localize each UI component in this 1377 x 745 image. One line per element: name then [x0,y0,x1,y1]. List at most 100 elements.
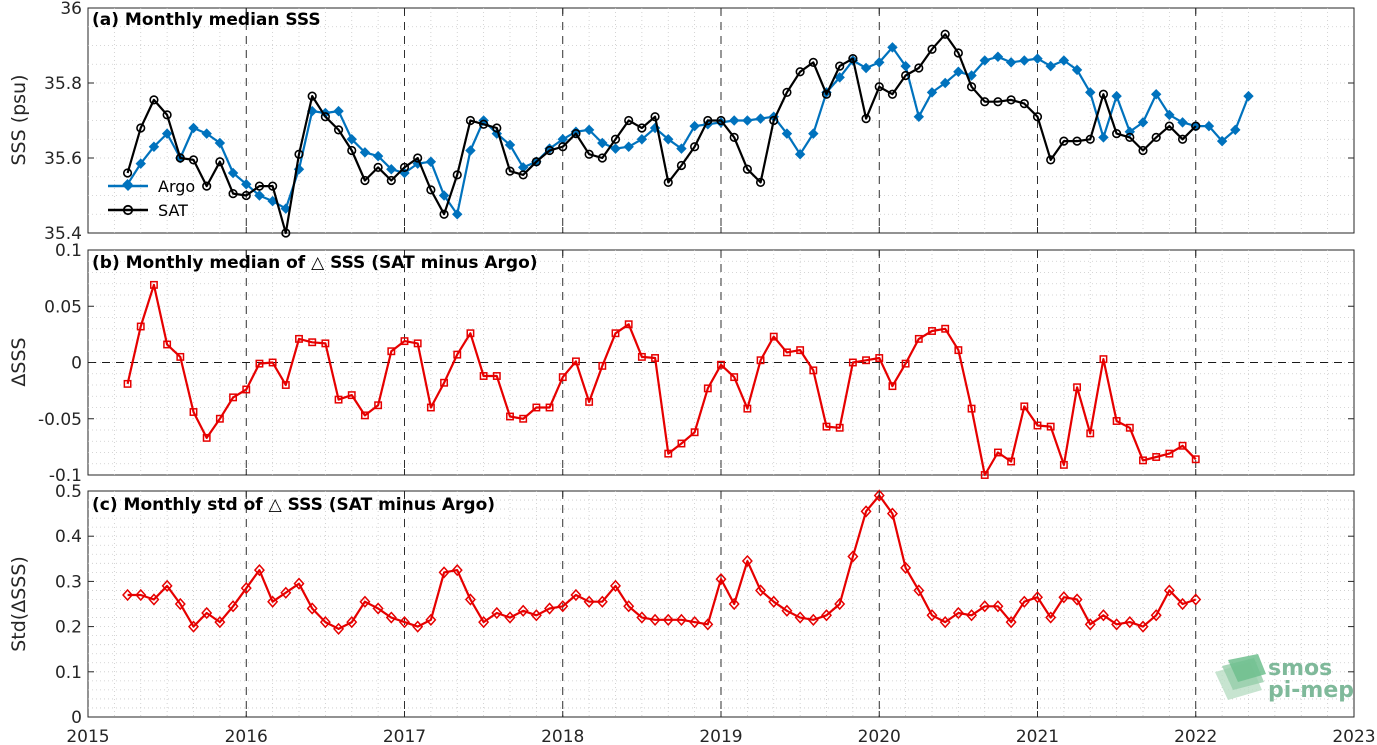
data-point [953,48,963,58]
data-point [374,401,383,410]
series-line [126,283,1197,477]
data-point [148,141,160,152]
data-point [1177,597,1189,611]
data-point [954,346,963,355]
series-line [127,494,1197,630]
data-point [1164,109,1175,121]
data-point [1177,134,1188,144]
data-point [412,620,424,633]
data-point [967,404,976,413]
ytick-label: 36 [60,0,82,19]
data-point [570,588,582,602]
data-point [993,448,1002,457]
data-point [1137,117,1149,128]
data-point [398,615,411,629]
data-point [835,61,845,71]
data-point [901,70,911,81]
data-point [609,579,622,593]
panel-a-legend: Argo SAT [108,177,195,220]
data-point [254,181,265,191]
ytick-label: 0.2 [55,618,82,638]
data-point [980,97,990,107]
data-point [135,588,147,602]
data-point [1033,421,1042,430]
data-point [1150,609,1162,622]
ytick-label: -0.1 [49,466,82,486]
data-point [189,408,198,416]
data-point [201,606,213,620]
panel-a: 35.4 35.6 35.8 36 (a) Monthly median SSS SS… [8,0,1355,244]
data-point [530,609,542,622]
data-point [1152,453,1161,461]
data-point [438,566,450,579]
ytick-label: 0.4 [55,527,82,547]
data-point [1045,611,1057,624]
data-point [1111,618,1123,631]
data-point [360,411,369,420]
data-point [939,615,951,629]
data-point [742,164,752,174]
data-point [1165,449,1174,458]
data-point [228,189,238,199]
data-point [517,604,529,617]
data-point [1005,615,1017,629]
data-point [267,595,279,608]
data-point [571,357,580,366]
data-point [387,347,396,356]
data-point [598,361,607,370]
data-point [624,115,634,126]
data-point [584,149,594,159]
data-point [676,160,687,171]
data-point [346,134,357,145]
data-point [161,128,173,139]
data-point [807,613,819,626]
data-point [675,613,687,626]
data-point [781,604,793,617]
data-point [992,600,1004,613]
data-point [1073,383,1082,392]
panel-b-yticks: -0.1 -0.05 0 0.05 0.1 [38,241,1354,486]
data-point [149,280,158,289]
ytick-label: 35.4 [44,224,82,244]
legend-argo-label: Argo [158,177,195,196]
data-point [202,181,212,191]
data-point [636,611,648,624]
data-point [492,123,502,133]
xtick-label: 2016 [225,727,268,745]
data-point [438,190,450,201]
data-point [1019,55,1030,66]
panel-a-yticks: 35.4 35.6 35.8 36 [44,0,1354,244]
data-point [506,412,514,421]
data-point [1191,121,1201,131]
data-point [1020,402,1029,411]
data-point [1058,591,1070,604]
panel-c-yticks: 0 0.1 0.2 0.3 0.4 0.5 [55,482,1354,728]
data-point [518,170,528,180]
data-point [253,563,265,577]
xtick-label: 2021 [1016,727,1059,745]
ytick-label: -0.05 [38,410,82,430]
data-point [703,384,712,393]
data-point [939,77,951,89]
panel-c-series [122,489,1202,635]
data-point [834,72,845,83]
series-line [126,33,1197,235]
data-point [1099,355,1108,364]
data-point [162,110,172,120]
data-point [202,433,211,442]
ytick-label: 0.5 [55,482,82,502]
xtick-label: 2017 [383,727,426,745]
data-point [715,573,727,586]
data-point [782,87,792,97]
ytick-label: 35.8 [44,74,82,94]
data-point [557,600,569,613]
data-point [808,128,819,139]
data-point [176,352,185,361]
data-point [545,403,554,412]
data-point [795,67,805,77]
data-point [742,115,753,126]
data-point [597,153,607,163]
data-point [201,128,212,139]
data-point [240,582,252,595]
